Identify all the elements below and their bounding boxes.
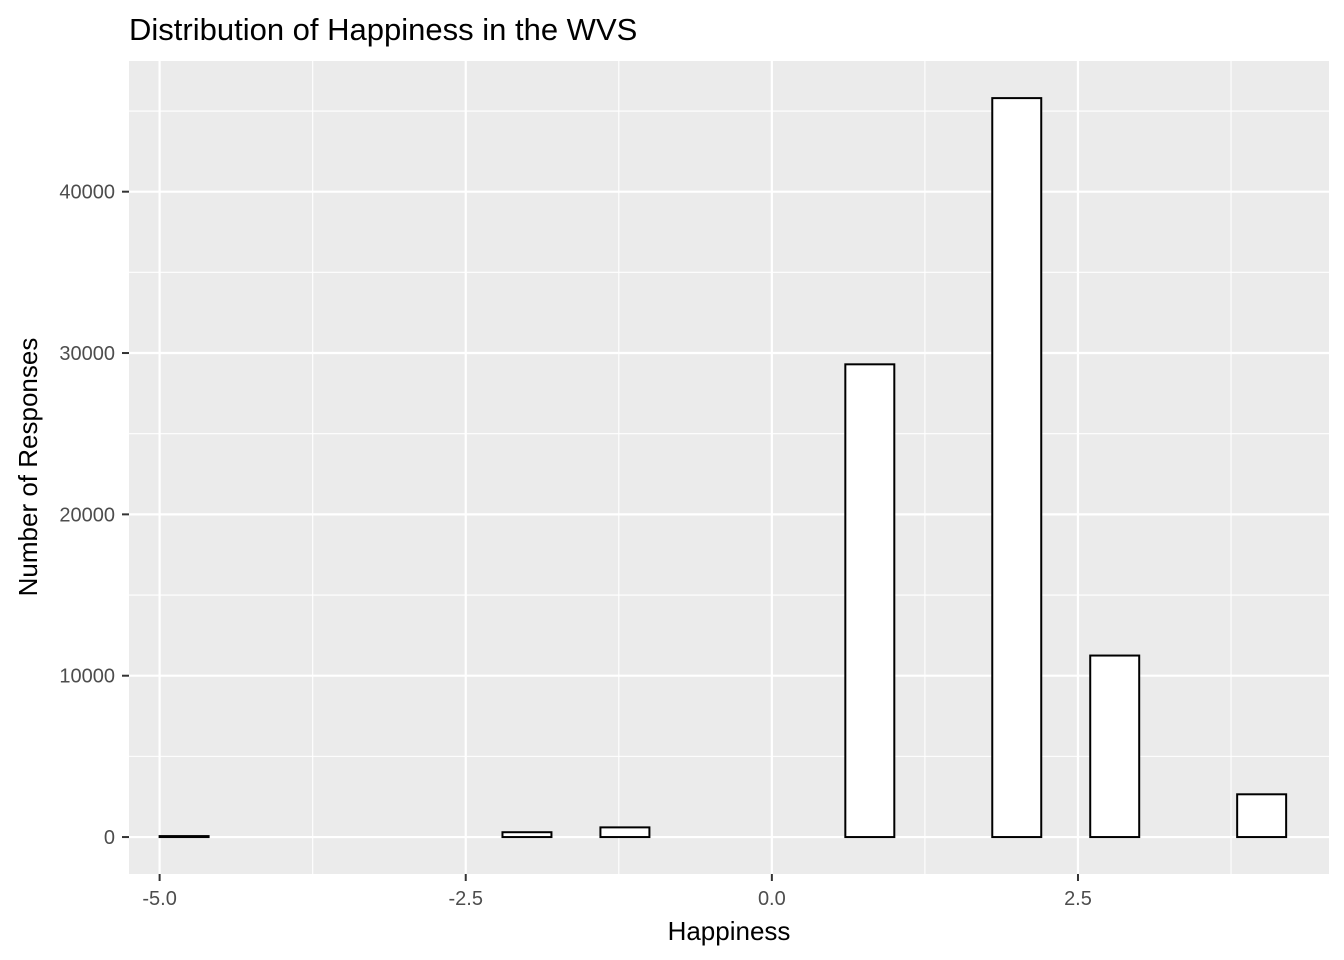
histogram-bars (158, 97, 1288, 839)
minor-gridlines (129, 61, 1329, 874)
y-tick-label: 40000 (59, 182, 115, 204)
x-tick-label: -5.0 (142, 888, 176, 910)
x-tick-label: -2.5 (449, 888, 483, 910)
x-tick-label: 2.5 (1064, 888, 1092, 910)
histogram-bar (599, 826, 651, 839)
y-tick-label: 10000 (59, 666, 115, 688)
chart-title: Distribution of Happiness in the WVS (129, 12, 637, 47)
x-axis-title: Happiness (668, 916, 791, 946)
y-axis: 0 10000 20000 30000 40000 (59, 182, 129, 849)
histogram-bar (991, 97, 1043, 839)
x-tick-label: 0.0 (758, 888, 786, 910)
y-tick-label: 0 (104, 827, 115, 849)
histogram-bar (1089, 654, 1141, 839)
histogram-bar (501, 831, 553, 839)
histogram-bar (1236, 793, 1288, 839)
histogram-bar (158, 835, 210, 839)
histogram-bar (844, 363, 896, 839)
x-axis: -5.0 -2.5 0.0 2.5 (142, 874, 1092, 910)
y-tick-label: 30000 (59, 343, 115, 365)
y-axis-title: Number of Responses (13, 338, 43, 597)
y-tick-label: 20000 (59, 504, 115, 526)
plot-panel (129, 61, 1329, 874)
